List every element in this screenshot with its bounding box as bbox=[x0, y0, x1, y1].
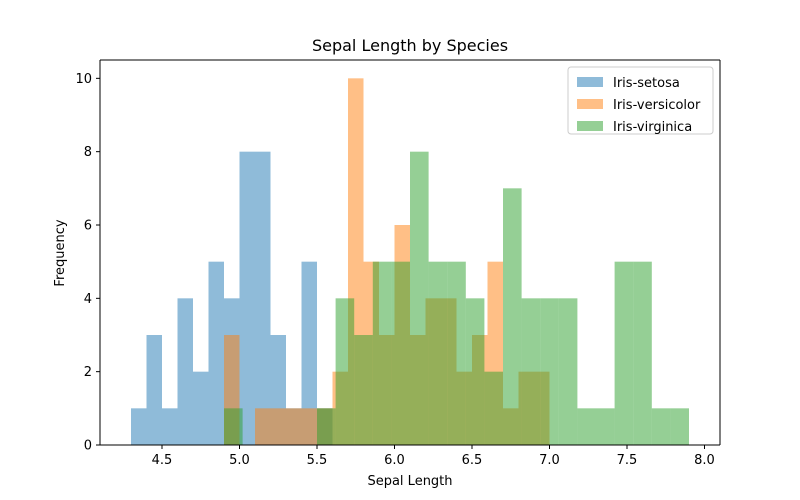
bar-iris-setosa-1 bbox=[146, 335, 162, 445]
x-tick-label: 5.5 bbox=[307, 453, 328, 468]
bar-iris-setosa-5 bbox=[208, 261, 224, 445]
bar-iris-virginica-7 bbox=[354, 335, 373, 445]
legend: Iris-setosa Iris-versicolor Iris-virginica bbox=[567, 66, 714, 135]
bar-iris-setosa-3 bbox=[177, 298, 193, 445]
bar-iris-virginica-11 bbox=[428, 261, 448, 445]
bar-iris-versicolor-5 bbox=[301, 408, 317, 445]
bar-iris-virginica-23 bbox=[651, 408, 671, 445]
bar-iris-virginica-18 bbox=[558, 298, 578, 445]
bar-iris-virginica-15 bbox=[503, 188, 522, 445]
chart-title: Sepal Length by Species bbox=[312, 36, 508, 55]
bars-group bbox=[131, 78, 689, 446]
bar-iris-virginica-24 bbox=[670, 408, 689, 445]
x-tick-label: 4.5 bbox=[152, 453, 173, 468]
x-tick-label: 7.5 bbox=[617, 453, 638, 468]
bar-iris-versicolor-3 bbox=[270, 408, 286, 445]
bar-iris-virginica-5 bbox=[317, 408, 336, 445]
y-tick-label: 2 bbox=[84, 365, 92, 380]
bar-iris-virginica-20 bbox=[596, 408, 615, 445]
legend-swatch-iris-virginica bbox=[577, 121, 603, 131]
legend-swatch-iris-versicolor bbox=[577, 99, 603, 109]
bar-iris-virginica-13 bbox=[465, 298, 485, 445]
bar-iris-virginica-22 bbox=[633, 261, 652, 445]
bar-iris-versicolor-2 bbox=[255, 408, 271, 445]
x-tick-label: 6.5 bbox=[462, 453, 483, 468]
y-axis-label: Frequency bbox=[53, 219, 68, 286]
bar-iris-virginica-9 bbox=[391, 261, 410, 445]
bar-iris-virginica-8 bbox=[372, 261, 392, 445]
bar-iris-setosa-0 bbox=[131, 408, 147, 445]
x-axis-label: Sepal Length bbox=[367, 474, 452, 489]
x-tick-label: 7.0 bbox=[539, 453, 560, 468]
legend-swatch-iris-setosa bbox=[577, 77, 603, 87]
bar-iris-virginica-19 bbox=[577, 408, 596, 445]
bar-iris-virginica-0 bbox=[224, 408, 243, 445]
y-tick-label: 4 bbox=[84, 292, 92, 307]
bar-iris-setosa-11 bbox=[301, 261, 317, 445]
bar-iris-virginica-6 bbox=[335, 298, 355, 445]
legend-box bbox=[567, 66, 714, 135]
x-tick-label: 8.0 bbox=[694, 453, 715, 468]
bar-iris-setosa-8 bbox=[255, 151, 271, 446]
legend-label-iris-setosa: Iris-setosa bbox=[613, 76, 680, 91]
bar-iris-virginica-16 bbox=[521, 298, 541, 445]
legend-label-iris-versicolor: Iris-versicolor bbox=[613, 98, 701, 113]
bar-iris-virginica-21 bbox=[614, 261, 634, 445]
bar-iris-versicolor-4 bbox=[286, 408, 302, 445]
y-tick-label: 0 bbox=[84, 439, 92, 454]
axes-group: 4.5 5.0 5.5 6.0 6.5 7.0 7.5 8.0 0 2 4 6 8 10 bbox=[75, 59, 721, 468]
x-tick-label: 6.0 bbox=[384, 453, 405, 468]
bar-iris-virginica-14 bbox=[484, 371, 503, 445]
x-tick-label: 5.0 bbox=[229, 453, 250, 468]
legend-label-iris-virginica: Iris-virginica bbox=[613, 120, 692, 135]
bar-iris-setosa-2 bbox=[162, 408, 178, 445]
y-tick-label: 8 bbox=[84, 145, 92, 160]
bar-iris-virginica-10 bbox=[410, 151, 429, 446]
bar-iris-virginica-12 bbox=[447, 261, 466, 445]
bar-iris-setosa-4 bbox=[193, 371, 209, 445]
y-tick-label: 10 bbox=[75, 72, 92, 87]
bar-iris-setosa-7 bbox=[239, 151, 255, 446]
y-tick-label: 6 bbox=[84, 219, 92, 234]
bar-iris-virginica-17 bbox=[540, 298, 559, 445]
